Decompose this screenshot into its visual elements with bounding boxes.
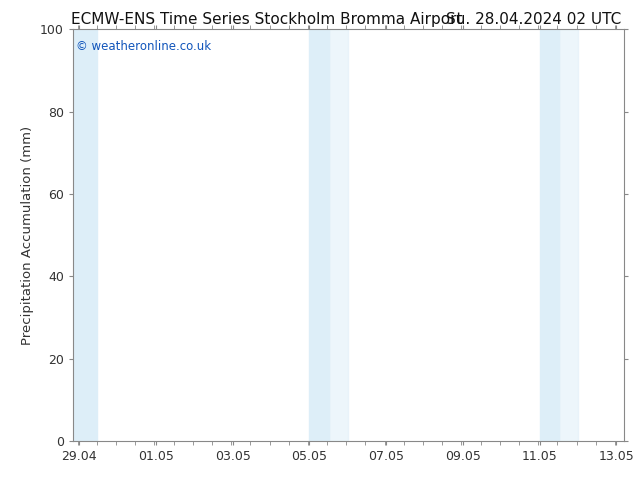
- Bar: [559, 29, 578, 441]
- Bar: [328, 29, 348, 441]
- Text: Su. 28.04.2024 02 UTC: Su. 28.04.2024 02 UTC: [446, 12, 621, 27]
- Bar: [540, 29, 559, 441]
- Bar: [73, 29, 97, 441]
- Bar: [309, 29, 328, 441]
- Text: © weatheronline.co.uk: © weatheronline.co.uk: [75, 40, 210, 53]
- Y-axis label: Precipitation Accumulation (mm): Precipitation Accumulation (mm): [22, 125, 34, 345]
- Text: ECMW-ENS Time Series Stockholm Bromma Airport: ECMW-ENS Time Series Stockholm Bromma Ai…: [70, 12, 462, 27]
